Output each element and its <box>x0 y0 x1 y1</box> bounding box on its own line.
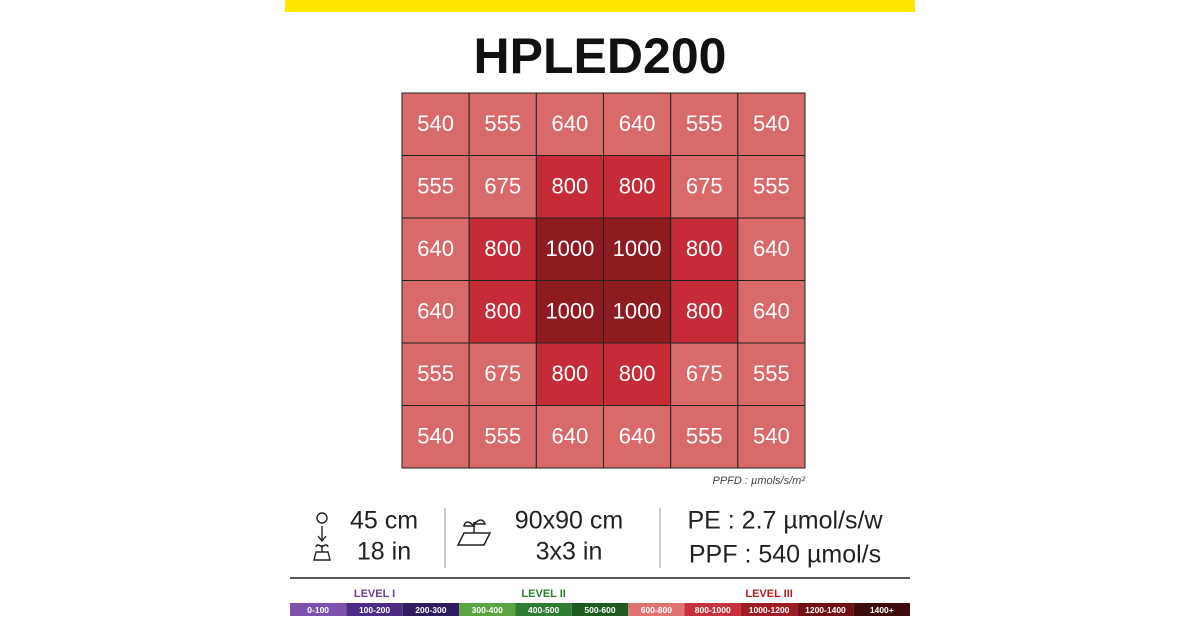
cell-label: 555 <box>417 174 454 199</box>
legend-bin <box>459 603 516 616</box>
cell-label: 555 <box>484 424 521 449</box>
legend-bin <box>853 603 910 616</box>
heat-cell <box>737 155 806 219</box>
heat-cell <box>401 342 470 406</box>
cell-label: 1000 <box>613 299 662 324</box>
cell-label: 640 <box>552 111 589 136</box>
heat-cell <box>401 92 470 156</box>
heat-cell <box>603 342 672 406</box>
heat-cell <box>535 342 604 406</box>
heat-cell <box>468 217 537 281</box>
cell-label: 540 <box>417 111 454 136</box>
cell-label: 800 <box>686 299 723 324</box>
heat-cell <box>535 92 604 156</box>
legend-bin <box>346 603 403 616</box>
legend-level: LEVEL III <box>745 588 792 600</box>
cell-label: 555 <box>753 361 790 386</box>
legend-bin-label: 100-200 <box>359 605 390 615</box>
cell-label: 800 <box>619 174 656 199</box>
cell-label: 800 <box>484 236 521 261</box>
heat-cell <box>737 280 806 344</box>
cell-label: 540 <box>417 424 454 449</box>
cell-label: 555 <box>686 424 723 449</box>
cell-label: 540 <box>753 111 790 136</box>
cell-label: 555 <box>484 111 521 136</box>
cell-label: 800 <box>619 361 656 386</box>
cell-label: 1000 <box>545 299 594 324</box>
legend-bin <box>684 603 741 616</box>
legend-bin-label: 500-600 <box>584 605 615 615</box>
heat-cell <box>468 280 537 344</box>
cell-label: 640 <box>619 424 656 449</box>
ppf: PPF : 540 µmol/s <box>689 541 881 569</box>
height-in: 18 in <box>357 538 411 566</box>
heat-cell <box>603 92 672 156</box>
cell-label: 800 <box>552 361 589 386</box>
legend-bin <box>402 603 460 616</box>
height-cm: 45 cm <box>350 507 418 535</box>
legend-bin-label: 600-800 <box>641 605 672 615</box>
cell-label: 1000 <box>613 236 662 261</box>
legend-bin-label: 800-1000 <box>695 605 731 615</box>
legend-bin-label: 1000-1200 <box>749 605 790 615</box>
heat-cell <box>535 155 604 219</box>
cell-label: 1000 <box>545 236 594 261</box>
heat-cell <box>670 342 739 406</box>
title: HPLED200 <box>474 28 727 84</box>
cell-label: 555 <box>417 361 454 386</box>
heat-cell <box>670 405 739 469</box>
heat-cell <box>468 405 537 469</box>
cell-label: 540 <box>753 424 790 449</box>
legend-bin <box>740 603 798 616</box>
area-cm: 90x90 cm <box>515 507 623 535</box>
legend-bin <box>628 603 685 616</box>
cell-label: 675 <box>686 361 723 386</box>
legend-bin-label: 0-100 <box>307 605 329 615</box>
cell-label: 800 <box>552 174 589 199</box>
cell-label: 800 <box>686 236 723 261</box>
heat-cell <box>670 92 739 156</box>
legend-level: LEVEL I <box>354 588 395 600</box>
cell-label: 640 <box>753 236 790 261</box>
cell-label: 675 <box>484 361 521 386</box>
area-in: 3x3 in <box>536 538 603 566</box>
legend-bin <box>290 603 347 616</box>
legend-bin-label: 400-500 <box>528 605 559 615</box>
heat-cell <box>670 155 739 219</box>
cell-label: 640 <box>552 424 589 449</box>
cell-label: 800 <box>484 299 521 324</box>
cell-label: 675 <box>686 174 723 199</box>
cell-label: 640 <box>753 299 790 324</box>
legend-bin-label: 1200-1400 <box>805 605 846 615</box>
height-icon <box>313 512 331 561</box>
cell-label: 675 <box>484 174 521 199</box>
pe: PE : 2.7 µmol/s/w <box>687 507 883 535</box>
heat-cell <box>737 405 806 469</box>
legend-bin <box>797 603 854 616</box>
heat-cell <box>737 217 806 281</box>
legend-bin-label: 200-300 <box>415 605 446 615</box>
heat-cell <box>603 280 672 344</box>
heat-cell <box>603 405 672 469</box>
heat-cell <box>603 155 672 219</box>
cell-label: 555 <box>753 174 790 199</box>
heat-cell <box>401 405 470 469</box>
legend-bin-label: 1400+ <box>870 605 894 615</box>
legend-bin <box>515 603 572 616</box>
cell-label: 640 <box>417 236 454 261</box>
cell-label: 640 <box>619 111 656 136</box>
heat-cell <box>468 342 537 406</box>
top-bar <box>285 0 915 12</box>
cell-label: 555 <box>686 111 723 136</box>
legend-bin <box>571 603 629 616</box>
area-icon <box>456 519 492 546</box>
legend-level: LEVEL II <box>521 588 565 600</box>
heat-cell <box>737 92 806 156</box>
cell-label: 640 <box>417 299 454 324</box>
unit-note: PPFD : µmols/s/m² <box>712 475 805 487</box>
heat-cell <box>401 280 470 344</box>
legend-bin-label: 300-400 <box>472 605 503 615</box>
